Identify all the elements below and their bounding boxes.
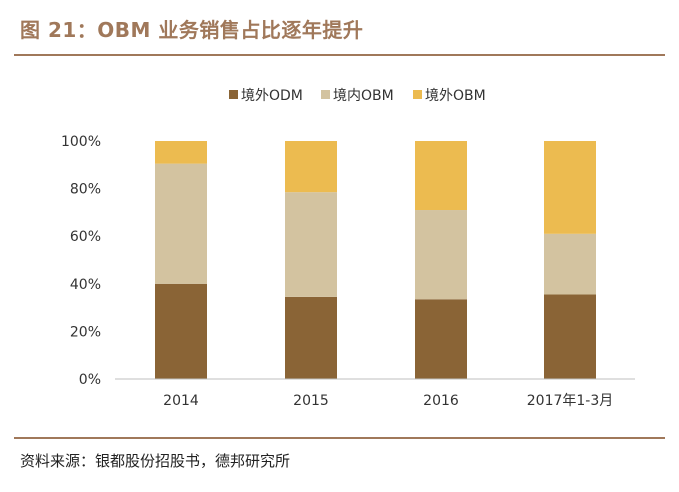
bar-segment bbox=[155, 283, 207, 379]
bar-segment bbox=[544, 233, 596, 295]
title-divider bbox=[14, 54, 665, 56]
legend-swatch bbox=[413, 90, 422, 99]
legend-swatch bbox=[321, 90, 330, 99]
source-divider bbox=[14, 437, 665, 439]
bars bbox=[155, 141, 596, 379]
bar-segment bbox=[544, 294, 596, 379]
x-tick-label: 2017年1-3月 bbox=[527, 393, 614, 409]
x-tick-label: 2016 bbox=[423, 393, 459, 409]
legend-swatch bbox=[229, 90, 238, 99]
y-tick-label: 20% bbox=[70, 324, 101, 340]
y-tick-label: 60% bbox=[70, 229, 101, 245]
legend-label: 境内OBM bbox=[333, 88, 394, 104]
legend: 境外ODM 境内OBM 境外OBM bbox=[229, 88, 486, 104]
legend-label: 境外OBM bbox=[425, 88, 486, 104]
source-note: 资料来源：银都股份招股书，德邦研究所 bbox=[20, 452, 291, 470]
bar-segment bbox=[544, 141, 596, 234]
legend-item: 境外ODM bbox=[229, 88, 303, 104]
y-tick-label: 80% bbox=[70, 182, 101, 198]
bar-segment bbox=[155, 141, 207, 164]
bar-segment bbox=[415, 141, 467, 211]
bar-segment bbox=[285, 192, 337, 297]
x-axis: 2014 2015 2016 2017年1-3月 bbox=[163, 393, 613, 409]
bar-segment bbox=[415, 210, 467, 300]
y-tick-label: 0% bbox=[79, 372, 101, 388]
legend-item: 境内OBM bbox=[321, 88, 394, 104]
y-axis: 0% 20% 40% 60% 80% 100% bbox=[61, 134, 101, 388]
y-tick-label: 40% bbox=[70, 277, 101, 293]
bar-segment bbox=[415, 299, 467, 379]
legend-label: 境外ODM bbox=[241, 88, 303, 104]
bar-segment bbox=[155, 163, 207, 284]
bar-segment bbox=[285, 296, 337, 379]
legend-item: 境外OBM bbox=[413, 88, 486, 104]
x-tick-label: 2015 bbox=[293, 393, 329, 409]
chart-title: 图 21：OBM 业务销售占比逐年提升 bbox=[20, 18, 364, 42]
y-tick-label: 100% bbox=[61, 134, 101, 150]
x-tick-label: 2014 bbox=[163, 393, 199, 409]
bar-segment bbox=[285, 141, 337, 193]
